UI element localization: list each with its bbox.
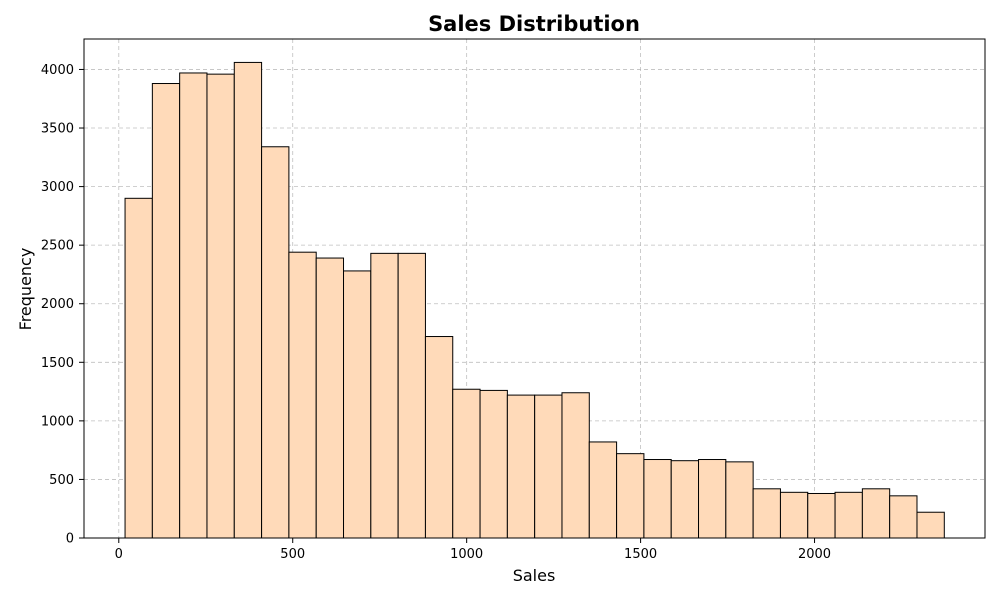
histogram-bar [315, 257, 345, 539]
histogram-bar [179, 72, 208, 539]
y-tick-label: 2500 [41, 239, 74, 254]
histogram-bar [670, 460, 700, 539]
histogram-bar [479, 389, 508, 539]
histogram-bar [424, 336, 454, 539]
histogram-bar [698, 459, 727, 539]
x-tick-label: 500 [280, 547, 305, 562]
histogram-bar [834, 491, 863, 539]
y-tick-label: 1500 [41, 356, 74, 371]
histogram-bar [343, 270, 372, 539]
histogram-bar [261, 146, 290, 539]
x-tick-label: 2000 [798, 547, 831, 562]
histogram-bar [725, 461, 754, 539]
y-tick-label: 1000 [41, 414, 74, 429]
histogram-bar [397, 252, 426, 539]
histogram-bar [752, 488, 781, 539]
histogram-bar [779, 491, 809, 539]
y-tick-label: 4000 [41, 63, 74, 78]
plot-frame [83, 38, 986, 539]
y-tick-label: 2000 [41, 297, 74, 312]
axes-layer [83, 38, 986, 539]
histogram-bar [534, 394, 563, 539]
histogram-bar [206, 73, 235, 539]
histogram-bar [124, 197, 153, 539]
histogram-bar [643, 459, 672, 539]
histogram-bar [288, 251, 317, 539]
y-tick-label: 500 [49, 473, 74, 488]
y-axis-label: Frequency [16, 248, 35, 331]
histogram-bar [807, 492, 836, 539]
x-tick-label: 0 [115, 547, 123, 562]
histogram-bar [889, 495, 918, 539]
histogram-bar [506, 394, 536, 539]
histogram-bar [561, 392, 590, 539]
x-tick-label: 1000 [450, 547, 483, 562]
histogram-bar [616, 453, 645, 539]
histogram-bar [452, 388, 481, 539]
histogram-bar [370, 252, 399, 539]
ticks-layer: 0 500 1000 1500 2000 0 500 1000 1500 2000 2500 3000… [41, 63, 831, 562]
y-tick-label: 0 [66, 532, 74, 547]
x-axis-label: Sales [513, 566, 556, 585]
histogram-bar [151, 83, 181, 539]
histogram-bar [916, 511, 945, 539]
histogram-bar [233, 61, 263, 539]
y-tick-label: 3000 [41, 180, 74, 195]
y-tick-label: 3500 [41, 122, 74, 137]
histogram-bar [861, 488, 891, 539]
chart-title: Sales Distribution [428, 12, 640, 36]
bars-layer [124, 61, 945, 539]
histogram-bar [588, 441, 618, 539]
x-tick-label: 1500 [624, 547, 657, 562]
